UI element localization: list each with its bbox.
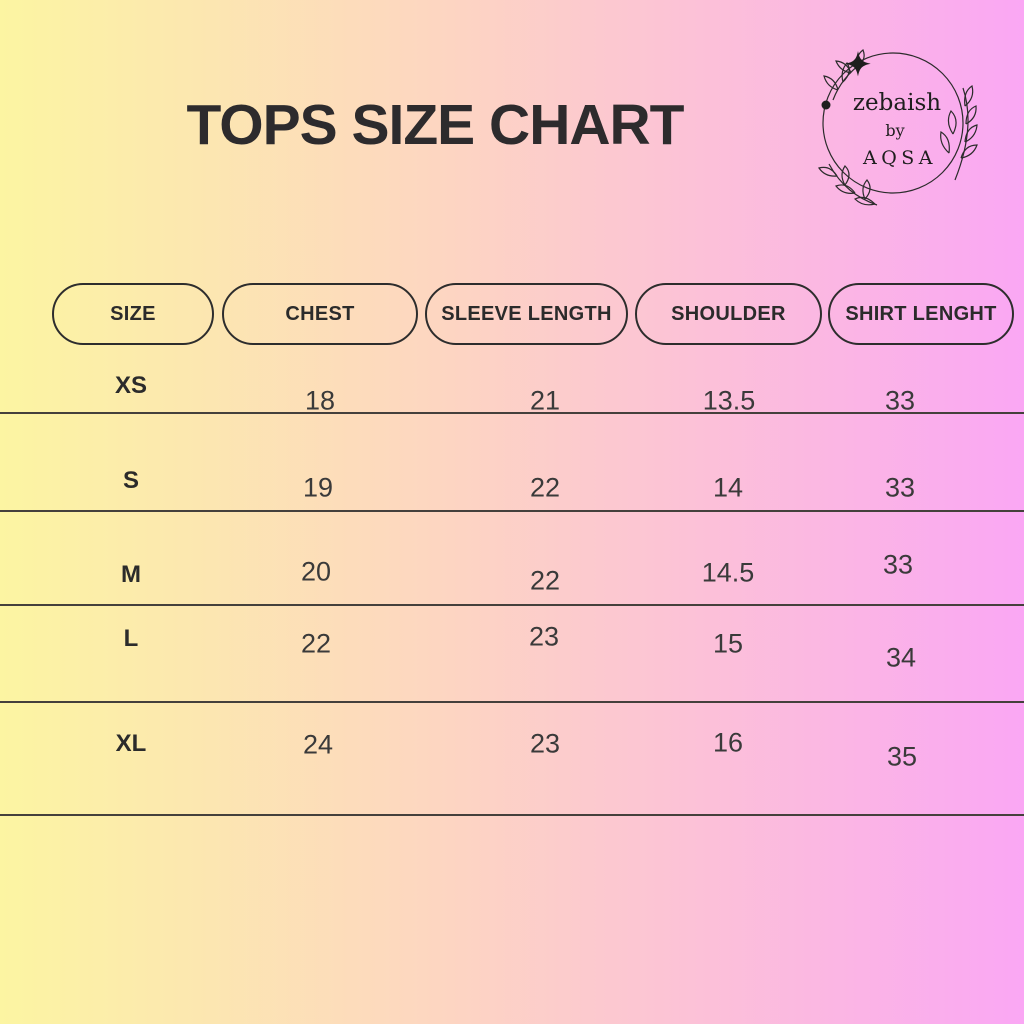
row-divider	[0, 510, 1024, 512]
size-value-cell: 13.5	[702, 385, 756, 416]
row-label: XL	[115, 730, 147, 757]
row-label: S	[122, 467, 140, 494]
size-value-cell: 33	[882, 549, 914, 580]
brand-logo: zebaish by AQSA	[818, 49, 978, 206]
row-divider	[0, 412, 1024, 414]
row-label: M	[121, 561, 141, 588]
size-value-cell: 24	[302, 729, 334, 760]
size-value-cell: 14.5	[701, 557, 755, 588]
sparkle-icon	[821, 51, 871, 110]
size-value-cell: 15	[712, 628, 744, 659]
column-header-shirt-length: SHIRT LENGHT	[828, 283, 1014, 345]
size-value-cell: 23	[529, 728, 561, 759]
page-title: TOPS SIZE CHART	[186, 93, 685, 157]
size-value-cell: 22	[529, 472, 561, 503]
size-value-cell: 19	[302, 472, 334, 503]
size-value-cell: 33	[884, 472, 916, 503]
column-header-chest: CHEST	[222, 283, 418, 345]
row-divider	[0, 814, 1024, 816]
size-value-cell: 14	[712, 472, 744, 503]
size-value-cell: 22	[529, 565, 561, 596]
size-value-cell: 23	[528, 621, 560, 652]
logo-name-text: AQSA	[862, 147, 937, 169]
size-value-cell: 34	[885, 642, 917, 673]
size-value-cell: 35	[886, 741, 918, 772]
size-value-cell: 22	[300, 628, 332, 659]
logo-wreath-icon	[818, 49, 978, 206]
row-divider	[0, 604, 1024, 606]
column-header-sleeve-length: SLEEVE LENGTH	[425, 283, 628, 345]
row-label: L	[123, 625, 139, 652]
size-value-cell: 18	[304, 385, 336, 416]
column-header-shoulder: SHOULDER	[635, 283, 822, 345]
size-value-cell: 20	[300, 556, 332, 587]
logo-connector-text: by	[885, 121, 904, 140]
row-label: XS	[114, 372, 148, 399]
logo-brand-text: zebaish	[853, 90, 941, 116]
dot-icon	[821, 100, 831, 110]
column-header-size: SIZE	[52, 283, 214, 345]
size-value-cell: 21	[529, 385, 561, 416]
row-divider	[0, 701, 1024, 703]
size-value-cell: 33	[884, 385, 916, 416]
size-value-cell: 16	[712, 727, 744, 758]
